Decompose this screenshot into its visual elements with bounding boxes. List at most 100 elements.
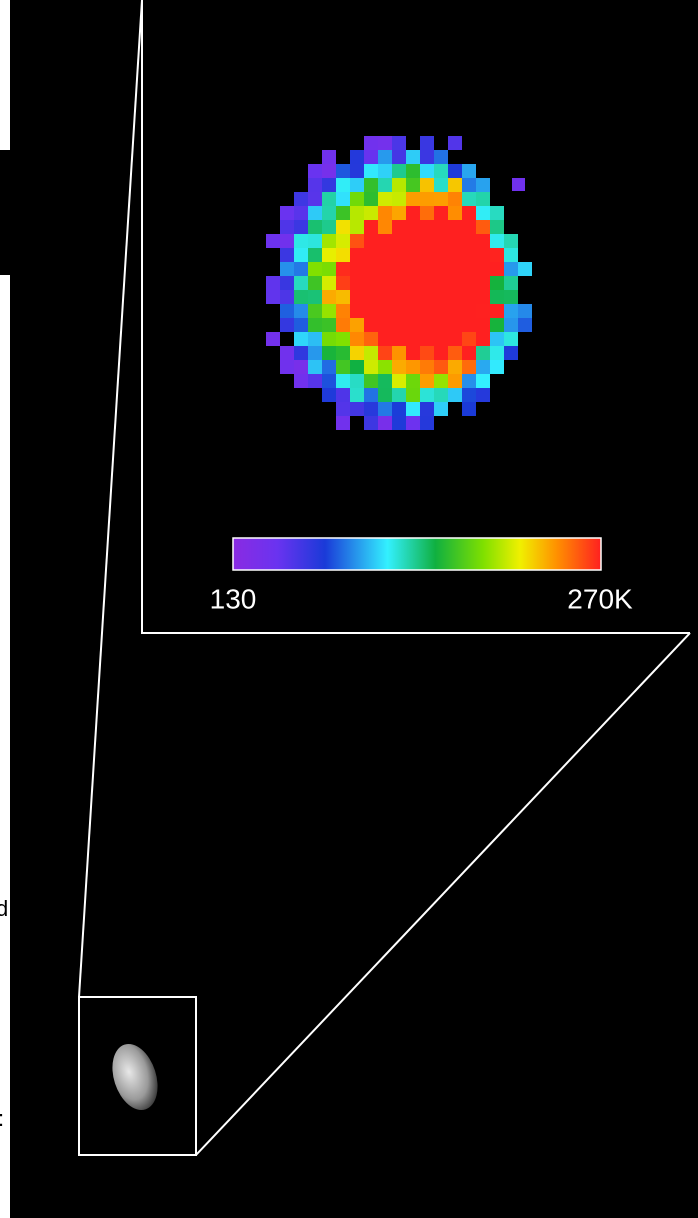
heat-pixel xyxy=(392,262,406,276)
heat-pixel xyxy=(322,178,336,192)
heat-pixel xyxy=(350,248,364,262)
heat-pixel xyxy=(378,206,392,220)
heat-pixel xyxy=(392,248,406,262)
heat-pixel xyxy=(420,234,434,248)
heat-pixel xyxy=(448,388,462,402)
heat-pixel xyxy=(434,346,448,360)
heat-pixel xyxy=(406,402,420,416)
heat-pixel xyxy=(378,164,392,178)
heat-pixel xyxy=(406,220,420,234)
heat-pixel xyxy=(490,318,504,332)
heat-pixel xyxy=(448,262,462,276)
heat-pixel xyxy=(518,262,532,276)
heat-pixel xyxy=(392,290,406,304)
heat-pixel xyxy=(322,360,336,374)
heat-pixel xyxy=(476,220,490,234)
heat-pixel xyxy=(350,374,364,388)
heat-pixel xyxy=(336,234,350,248)
heat-pixel xyxy=(406,192,420,206)
heat-pixel xyxy=(392,318,406,332)
heat-pixel xyxy=(448,248,462,262)
heat-pixel xyxy=(434,206,448,220)
heat-pixel xyxy=(294,262,308,276)
heat-pixel xyxy=(462,346,476,360)
heat-pixel xyxy=(448,136,462,150)
heat-pixel xyxy=(434,276,448,290)
heat-pixel xyxy=(462,402,476,416)
heat-pixel xyxy=(336,416,350,430)
heat-pixel xyxy=(308,276,322,290)
heat-pixel xyxy=(406,206,420,220)
heat-pixel xyxy=(364,206,378,220)
heat-pixel xyxy=(406,234,420,248)
heat-pixel xyxy=(504,304,518,318)
heat-pixel xyxy=(462,206,476,220)
heat-pixel xyxy=(308,234,322,248)
heat-pixel xyxy=(294,332,308,346)
heat-pixel xyxy=(308,304,322,318)
heat-pixel xyxy=(378,220,392,234)
heat-pixel xyxy=(420,192,434,206)
heat-pixel xyxy=(462,234,476,248)
heat-pixel xyxy=(322,220,336,234)
heat-pixel xyxy=(518,318,532,332)
heat-pixel xyxy=(476,192,490,206)
heat-pixel xyxy=(462,178,476,192)
heat-pixel xyxy=(378,178,392,192)
heat-pixel xyxy=(504,248,518,262)
heat-pixel xyxy=(476,234,490,248)
heat-pixel xyxy=(294,206,308,220)
heat-pixel xyxy=(420,136,434,150)
heat-pixel xyxy=(392,192,406,206)
heat-pixel xyxy=(406,360,420,374)
heat-pixel xyxy=(350,360,364,374)
heat-pixel xyxy=(350,346,364,360)
heat-pixel xyxy=(364,346,378,360)
heat-pixel xyxy=(308,290,322,304)
heat-pixel xyxy=(350,220,364,234)
heat-pixel xyxy=(448,346,462,360)
heat-pixel xyxy=(294,304,308,318)
heat-pixel xyxy=(420,374,434,388)
heat-pixel xyxy=(392,164,406,178)
heat-pixel xyxy=(490,304,504,318)
heat-pixel xyxy=(448,234,462,248)
heat-pixel xyxy=(406,374,420,388)
heat-pixel xyxy=(490,346,504,360)
heat-pixel xyxy=(336,276,350,290)
heat-pixel xyxy=(420,262,434,276)
heat-pixel xyxy=(322,332,336,346)
heat-pixel xyxy=(490,360,504,374)
heat-pixel xyxy=(434,164,448,178)
heat-pixel xyxy=(476,304,490,318)
heat-pixel xyxy=(448,276,462,290)
heat-pixel xyxy=(294,248,308,262)
heat-pixel xyxy=(308,192,322,206)
heat-pixel xyxy=(378,248,392,262)
heat-pixel xyxy=(336,346,350,360)
heat-pixel xyxy=(364,164,378,178)
heat-pixel xyxy=(406,262,420,276)
heat-pixel xyxy=(266,234,280,248)
heat-pixel xyxy=(350,234,364,248)
heat-pixel xyxy=(420,332,434,346)
heat-pixel xyxy=(336,220,350,234)
heat-pixel xyxy=(294,374,308,388)
heat-pixel xyxy=(350,262,364,276)
heat-pixel xyxy=(434,234,448,248)
heat-pixel xyxy=(420,150,434,164)
heat-pixel xyxy=(378,402,392,416)
heat-pixel xyxy=(378,234,392,248)
heat-pixel xyxy=(434,374,448,388)
heat-pixel xyxy=(434,318,448,332)
heat-pixel xyxy=(280,304,294,318)
heat-pixel xyxy=(378,332,392,346)
heat-pixel xyxy=(476,332,490,346)
heat-pixel xyxy=(420,346,434,360)
heat-pixel xyxy=(378,360,392,374)
heat-pixel xyxy=(476,276,490,290)
heat-pixel xyxy=(350,318,364,332)
heat-pixel xyxy=(280,262,294,276)
heat-pixel xyxy=(476,374,490,388)
heat-pixel xyxy=(448,360,462,374)
